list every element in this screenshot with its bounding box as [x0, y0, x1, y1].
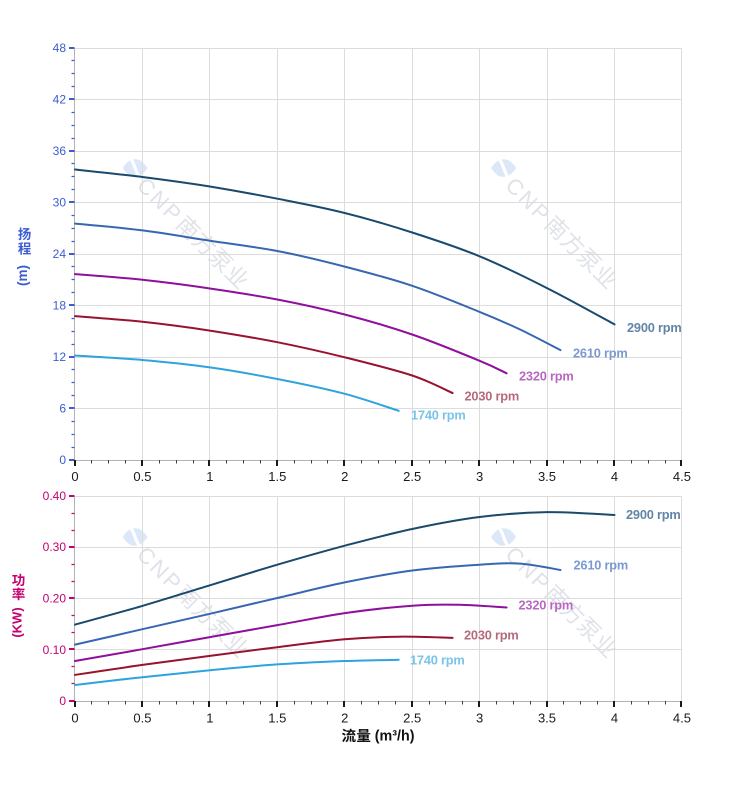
svg-text:0.40: 0.40	[43, 489, 67, 503]
svg-text:18: 18	[53, 299, 67, 313]
svg-text:4.5: 4.5	[673, 711, 691, 726]
svg-text:0.30: 0.30	[43, 540, 67, 554]
svg-text:42: 42	[53, 93, 67, 107]
svg-text:4.5: 4.5	[673, 469, 691, 484]
svg-text:0.5: 0.5	[133, 469, 151, 484]
svg-text:3: 3	[476, 469, 483, 484]
svg-text:36: 36	[53, 144, 67, 158]
svg-text:2.5: 2.5	[403, 711, 421, 726]
svg-text:24: 24	[53, 247, 67, 261]
svg-text:0.10: 0.10	[43, 643, 67, 657]
svg-text:1: 1	[206, 469, 213, 484]
svg-text:3: 3	[476, 711, 483, 726]
svg-text:2030 rpm: 2030 rpm	[465, 389, 520, 404]
svg-text:(m): (m)	[15, 265, 30, 286]
svg-text:1740 rpm: 1740 rpm	[410, 653, 465, 668]
svg-text:(KW): (KW)	[10, 607, 25, 637]
svg-text:1740 rpm: 1740 rpm	[411, 408, 466, 423]
svg-text:1: 1	[206, 711, 213, 726]
svg-text:48: 48	[53, 41, 67, 55]
svg-text:0.20: 0.20	[43, 592, 67, 606]
svg-text:2.5: 2.5	[403, 469, 421, 484]
svg-text:1.5: 1.5	[268, 711, 286, 726]
svg-text:0: 0	[59, 453, 66, 467]
svg-text:12: 12	[53, 350, 67, 364]
svg-text:2610 rpm: 2610 rpm	[574, 558, 629, 573]
svg-text:1.5: 1.5	[268, 469, 286, 484]
svg-text:2320 rpm: 2320 rpm	[519, 369, 574, 384]
svg-text:2320 rpm: 2320 rpm	[519, 598, 574, 613]
svg-text:2030 rpm: 2030 rpm	[464, 628, 519, 643]
svg-text:2: 2	[341, 711, 348, 726]
svg-text:2900 rpm: 2900 rpm	[626, 507, 681, 522]
svg-text:0: 0	[71, 469, 78, 484]
svg-text:2900 rpm: 2900 rpm	[627, 320, 682, 335]
svg-text:0: 0	[59, 694, 66, 708]
svg-text:6: 6	[59, 402, 66, 416]
svg-text:0.5: 0.5	[133, 711, 151, 726]
svg-text:2610 rpm: 2610 rpm	[573, 346, 628, 361]
svg-text:4: 4	[611, 711, 618, 726]
svg-text:(m³/h): (m³/h)	[375, 729, 415, 745]
svg-text:3.5: 3.5	[538, 469, 556, 484]
svg-text:2: 2	[341, 469, 348, 484]
svg-text:0: 0	[71, 711, 78, 726]
svg-text:4: 4	[611, 469, 618, 484]
svg-text:30: 30	[53, 196, 67, 210]
svg-text:3.5: 3.5	[538, 711, 556, 726]
